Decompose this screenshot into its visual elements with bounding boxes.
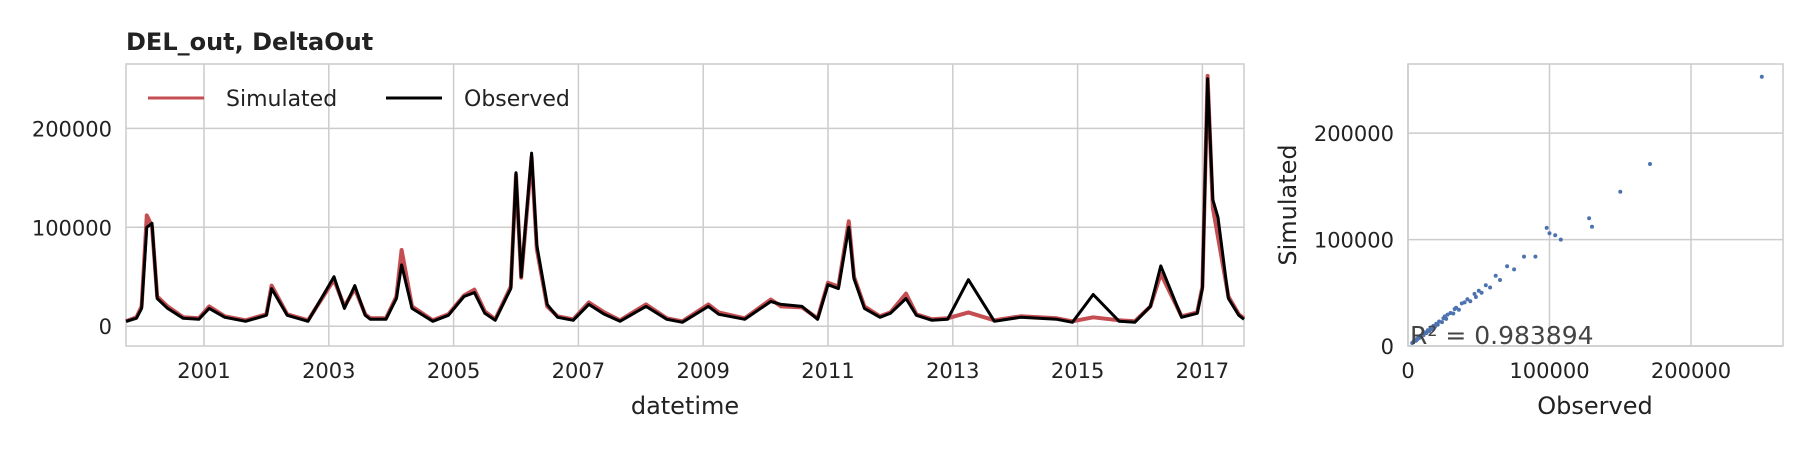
scatter-point xyxy=(1472,291,1477,296)
scatter-grid xyxy=(1407,64,1783,347)
scatter-point xyxy=(1432,324,1437,329)
scatter-y-tick-label: 200000 xyxy=(1314,122,1394,146)
scatter-point xyxy=(1759,74,1764,79)
timeseries-x-tick-label: 2003 xyxy=(302,359,355,383)
scatter-point xyxy=(1544,225,1549,230)
scatter-y-tick-label: 0 xyxy=(1381,335,1394,359)
scatter-point xyxy=(1442,314,1447,319)
scatter-point xyxy=(1440,320,1444,325)
timeseries-x-tick-labels: 2001 2003 2005 2007 2009 2011 2013 2015 2017 xyxy=(177,359,1229,383)
timeseries-x-tick-label: 2017 xyxy=(1176,359,1229,383)
scatter-point xyxy=(1533,254,1538,259)
scatter-x-tick-label: 0 xyxy=(1401,359,1414,383)
timeseries-y-tick-label: 200000 xyxy=(32,117,112,141)
scatter-point xyxy=(1505,264,1510,269)
legend-observed-label: Observed xyxy=(464,87,570,112)
scatter-point xyxy=(1618,189,1623,194)
scatter-point xyxy=(1512,267,1517,272)
timeseries-lines xyxy=(125,73,1246,324)
scatter-point xyxy=(1476,288,1481,293)
timeseries-x-tick-label: 2011 xyxy=(801,359,854,383)
timeseries-x-axis-label: datetime xyxy=(631,392,739,420)
scatter-y-tick-label: 100000 xyxy=(1314,229,1394,253)
timeseries-x-tick-label: 2007 xyxy=(552,359,605,383)
scatter-point xyxy=(1498,278,1502,282)
scatter-point xyxy=(1553,233,1558,238)
scatter-point xyxy=(1414,338,1419,343)
scatter-point xyxy=(1462,300,1467,305)
timeseries-x-tick-label: 2001 xyxy=(177,359,230,383)
scatter-x-tick-label: 100000 xyxy=(1509,359,1589,383)
timeseries-grid xyxy=(126,64,1244,346)
r-squared-annotation: R² = 0.983894 xyxy=(1410,321,1594,350)
scatter-point xyxy=(1547,231,1552,236)
scatter-x-tick-labels: 0 100000 200000 xyxy=(1401,359,1731,383)
timeseries-x-tick-label: 2009 xyxy=(676,359,729,383)
scatter-point xyxy=(1418,334,1422,339)
scatter-point xyxy=(1456,307,1461,312)
legend: Simulated Observed xyxy=(148,87,570,112)
scatter-point xyxy=(1483,283,1488,288)
legend-simulated-label: Simulated xyxy=(226,87,337,112)
scatter-x-axis-label: Observed xyxy=(1537,392,1652,420)
scatter-point xyxy=(1435,322,1440,327)
scatter-point xyxy=(1422,330,1427,335)
scatter-y-axis-label: Simulated xyxy=(1274,144,1302,265)
scatter-point xyxy=(1648,162,1652,166)
scatter-point xyxy=(1479,290,1484,295)
scatter-point xyxy=(1468,299,1473,304)
scatter-point xyxy=(1493,273,1498,278)
timeseries-y-tick-labels: 0 100000 200000 xyxy=(32,117,112,339)
scatter-point xyxy=(1429,327,1434,332)
timeseries-panel: DEL_out, DeltaOut 2001 2003 2005 2007 2009 20… xyxy=(32,28,1246,420)
scatter-point xyxy=(1452,307,1457,311)
scatter-point xyxy=(1587,216,1592,221)
timeseries-x-tick-label: 2005 xyxy=(427,359,480,383)
scatter-point xyxy=(1590,224,1594,229)
scatter-x-tick-label: 200000 xyxy=(1651,359,1731,383)
timeseries-plot-area xyxy=(125,63,1245,347)
timeseries-x-tick-label: 2015 xyxy=(1051,359,1104,383)
scatter-point xyxy=(1451,311,1456,316)
timeseries-y-tick-label: 0 xyxy=(99,315,112,339)
timeseries-x-tick-label: 2013 xyxy=(926,359,979,383)
scatter-points xyxy=(1410,74,1764,345)
scatter-point xyxy=(1558,237,1563,242)
scatter-point xyxy=(1465,297,1470,302)
scatter-point xyxy=(1473,295,1478,299)
scatter-y-tick-labels: 0 100000 200000 xyxy=(1314,122,1394,359)
scatter-point xyxy=(1488,285,1493,290)
scatter-panel: 0 100000 200000 0 100000 200000 Observed Sim… xyxy=(1274,63,1784,420)
scatter-point xyxy=(1522,254,1526,259)
series-line-observed xyxy=(125,77,1245,324)
chart-title: DEL_out, DeltaOut xyxy=(126,28,373,56)
timeseries-y-tick-label: 100000 xyxy=(32,216,112,240)
